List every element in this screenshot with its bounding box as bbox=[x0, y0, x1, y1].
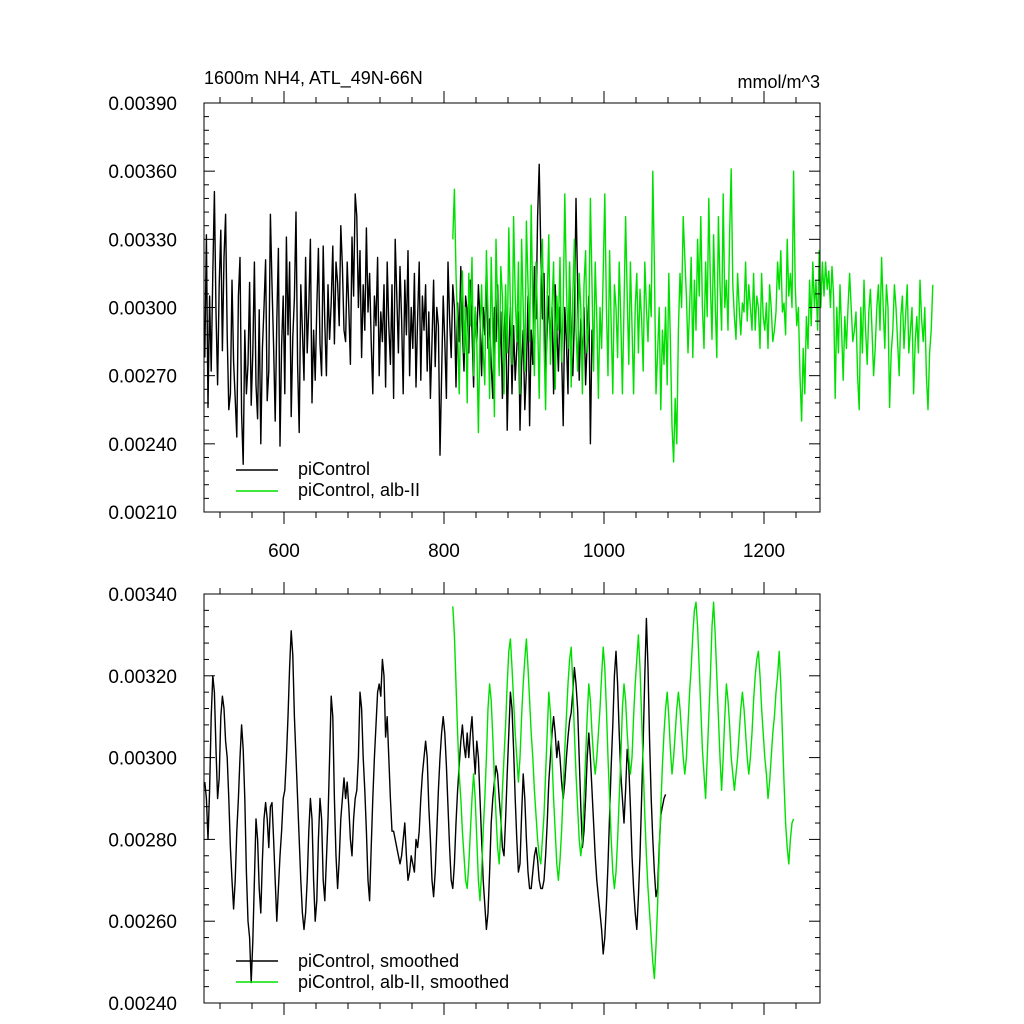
top-y-tick-label: 0.00300 bbox=[108, 299, 177, 320]
top-panel: 1600m NH4, ATL_49N-66N mmol/m^3 0.002100… bbox=[108, 68, 934, 562]
top-y-tick-label: 0.00240 bbox=[108, 435, 177, 456]
top-y-tick-label: 0.00270 bbox=[108, 367, 177, 388]
top-y-tick-label: 0.00330 bbox=[108, 230, 177, 251]
top-lines bbox=[204, 163, 934, 465]
bottom-y-tick-label: 0.00240 bbox=[108, 994, 177, 1015]
bottom-panel: 0.00240 0.00260 0.00280 0.00300 0.00320 0.003… bbox=[108, 582, 821, 1015]
bottom-legend: piControl, smoothed piControl, alb-II, s… bbox=[236, 951, 509, 992]
top-plot-frame bbox=[203, 102, 821, 513]
bottom-y-tick-label: 0.00280 bbox=[108, 830, 177, 851]
top-ticks: 0.00210 0.00240 0.00270 0.00300 0.00330 0.003… bbox=[108, 91, 820, 562]
top-panel-units: mmol/m^3 bbox=[738, 72, 820, 92]
bottom-y-tick-label: 0.00340 bbox=[108, 585, 177, 606]
legend-label-picontrol-alb-ii-smoothed: piControl, alb-II, smoothed bbox=[298, 972, 509, 992]
top-x-tick-label: 1000 bbox=[583, 541, 625, 562]
legend-label-picontrol-alb-ii: piControl, alb-II bbox=[298, 480, 420, 500]
bottom-y-tick-label: 0.00300 bbox=[108, 749, 177, 770]
top-y-tick-label: 0.00360 bbox=[108, 162, 177, 183]
top-series-picontrol-line bbox=[204, 163, 595, 465]
top-panel-title: 1600m NH4, ATL_49N-66N bbox=[204, 68, 423, 89]
top-y-tick-label: 0.00390 bbox=[108, 94, 177, 115]
top-legend: piControl piControl, alb-II bbox=[236, 459, 420, 500]
top-x-tick-label: 1200 bbox=[743, 541, 785, 562]
legend-label-picontrol-smoothed: piControl, smoothed bbox=[298, 951, 459, 971]
bottom-ticks: 0.00240 0.00260 0.00280 0.00300 0.00320 0.003… bbox=[108, 582, 820, 1015]
bottom-y-tick-label: 0.00320 bbox=[108, 667, 177, 688]
top-x-tick-label: 600 bbox=[268, 541, 300, 562]
top-series-picontrol-alb-ii-line bbox=[452, 168, 934, 463]
bottom-series-picontrol-line bbox=[204, 617, 667, 984]
bottom-y-tick-label: 0.00260 bbox=[108, 912, 177, 933]
bottom-lines bbox=[204, 601, 795, 984]
legend-label-picontrol: piControl bbox=[298, 459, 370, 479]
bottom-series-picontrol-alb-ii-line bbox=[452, 601, 795, 980]
top-x-tick-label: 800 bbox=[428, 541, 460, 562]
top-y-tick-label: 0.00210 bbox=[108, 503, 177, 524]
bottom-plot-frame bbox=[203, 593, 821, 1004]
